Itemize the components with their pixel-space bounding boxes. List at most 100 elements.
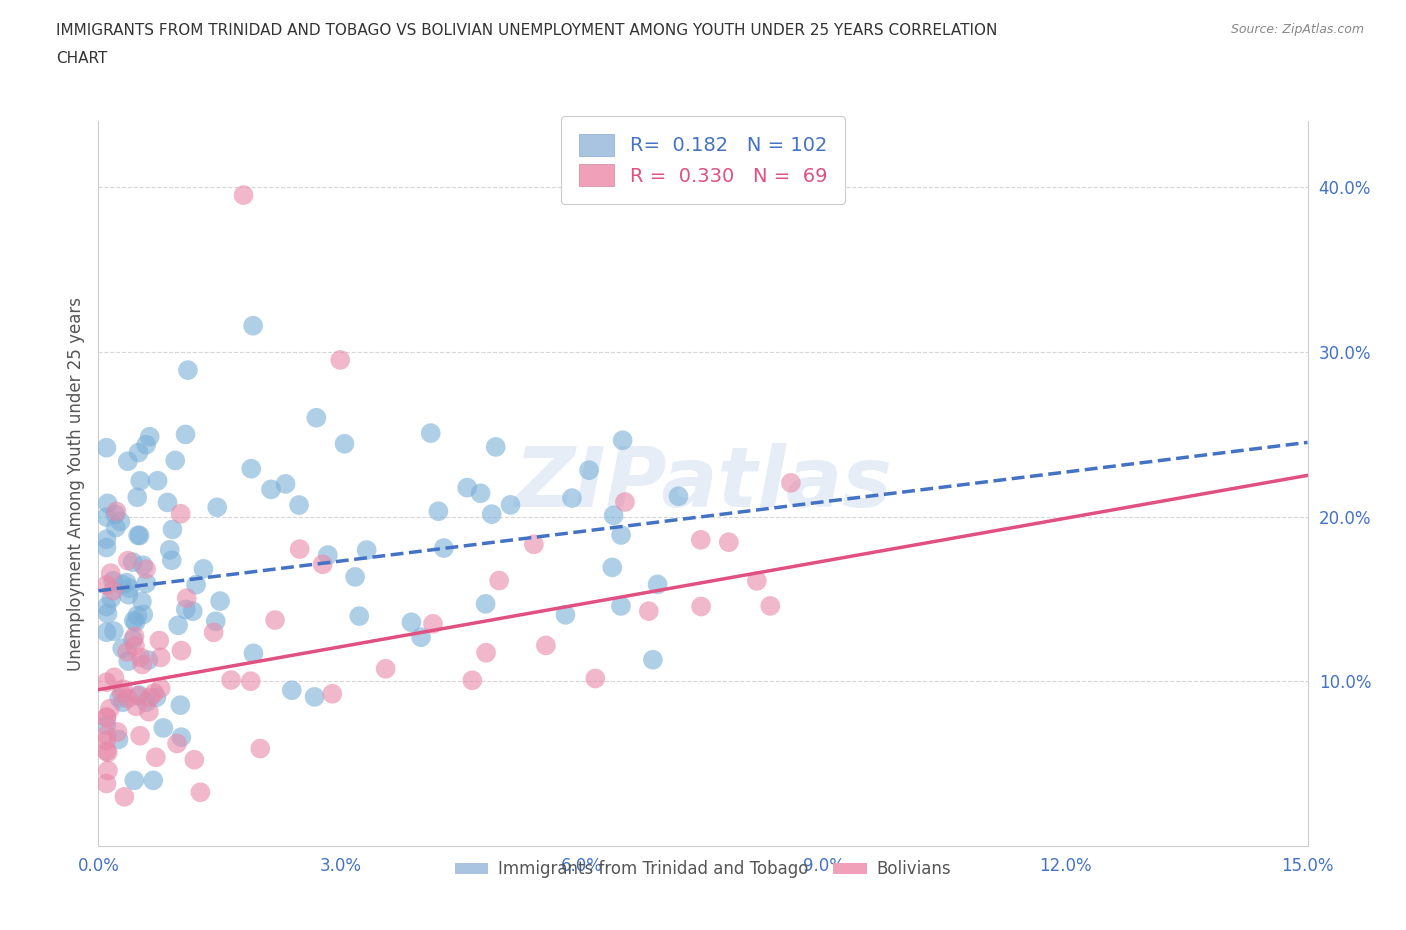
Point: [612, 432, 634, 447]
Point: [174, 602, 197, 617]
Point: [176, 591, 198, 605]
Point: [202, 625, 225, 640]
Point: [240, 461, 263, 476]
Point: [111, 641, 134, 656]
Point: [111, 695, 134, 710]
Point: [374, 661, 396, 676]
Point: [602, 508, 624, 523]
Point: [117, 454, 139, 469]
Point: [419, 426, 441, 441]
Point: [209, 593, 232, 608]
Point: [169, 698, 191, 712]
Point: [780, 475, 803, 490]
Point: [204, 614, 226, 629]
Point: [561, 491, 583, 506]
Point: [668, 489, 690, 504]
Point: [165, 453, 187, 468]
Point: [409, 630, 432, 644]
Point: [127, 688, 149, 703]
Point: [181, 604, 204, 618]
Point: [166, 736, 188, 751]
Point: [127, 608, 149, 623]
Point: [142, 773, 165, 788]
Point: [169, 506, 191, 521]
Point: [190, 785, 212, 800]
Point: [349, 608, 371, 623]
Point: [145, 750, 167, 764]
Point: [96, 711, 118, 725]
Point: [124, 639, 146, 654]
Point: [288, 541, 311, 556]
Point: [107, 732, 129, 747]
Point: [96, 675, 118, 690]
Point: [135, 437, 157, 452]
Point: [205, 499, 228, 514]
Point: [422, 617, 444, 631]
Point: [148, 633, 170, 648]
Point: [260, 482, 283, 497]
Point: [145, 690, 167, 705]
Point: [717, 535, 740, 550]
Point: [127, 528, 149, 543]
Point: [160, 552, 183, 567]
Point: [100, 565, 122, 580]
Point: [104, 520, 127, 535]
Point: [170, 730, 193, 745]
Point: [356, 542, 378, 557]
Point: [610, 599, 633, 614]
Point: [96, 532, 118, 547]
Point: [499, 498, 522, 512]
Point: [122, 613, 145, 628]
Point: [105, 504, 128, 519]
Point: [110, 686, 132, 701]
Point: [121, 554, 143, 569]
Point: [96, 776, 118, 790]
Point: [135, 695, 157, 710]
Point: [117, 691, 139, 706]
Point: [149, 681, 172, 696]
Point: [647, 577, 669, 591]
Point: [96, 599, 118, 614]
Point: [274, 476, 297, 491]
Point: [156, 495, 179, 510]
Text: ZIPatlas: ZIPatlas: [515, 443, 891, 525]
Point: [333, 436, 356, 451]
Point: [344, 569, 367, 584]
Point: [321, 686, 343, 701]
Point: [143, 685, 166, 700]
Point: [474, 596, 496, 611]
Point: [103, 573, 125, 588]
Point: [103, 624, 125, 639]
Point: [117, 553, 139, 568]
Point: [139, 690, 162, 705]
Point: [329, 352, 352, 367]
Point: [759, 598, 782, 613]
Point: [613, 495, 636, 510]
Point: [488, 573, 510, 588]
Point: [96, 727, 118, 742]
Point: [167, 618, 190, 632]
Point: [146, 473, 169, 488]
Point: [96, 744, 118, 759]
Point: [117, 587, 139, 602]
Point: [110, 514, 132, 529]
Point: [311, 557, 333, 572]
Point: [152, 721, 174, 736]
Point: [690, 599, 713, 614]
Point: [115, 575, 138, 590]
Point: [170, 644, 193, 658]
Point: [264, 613, 287, 628]
Point: [96, 718, 118, 733]
Point: [281, 683, 304, 698]
Point: [554, 607, 576, 622]
Point: [96, 710, 118, 724]
Point: [149, 650, 172, 665]
Point: [112, 682, 135, 697]
Point: [118, 580, 141, 595]
Point: [641, 652, 664, 667]
Point: [104, 507, 127, 522]
Point: [159, 542, 181, 557]
Point: [745, 574, 768, 589]
Point: [177, 363, 200, 378]
Point: [534, 638, 557, 653]
